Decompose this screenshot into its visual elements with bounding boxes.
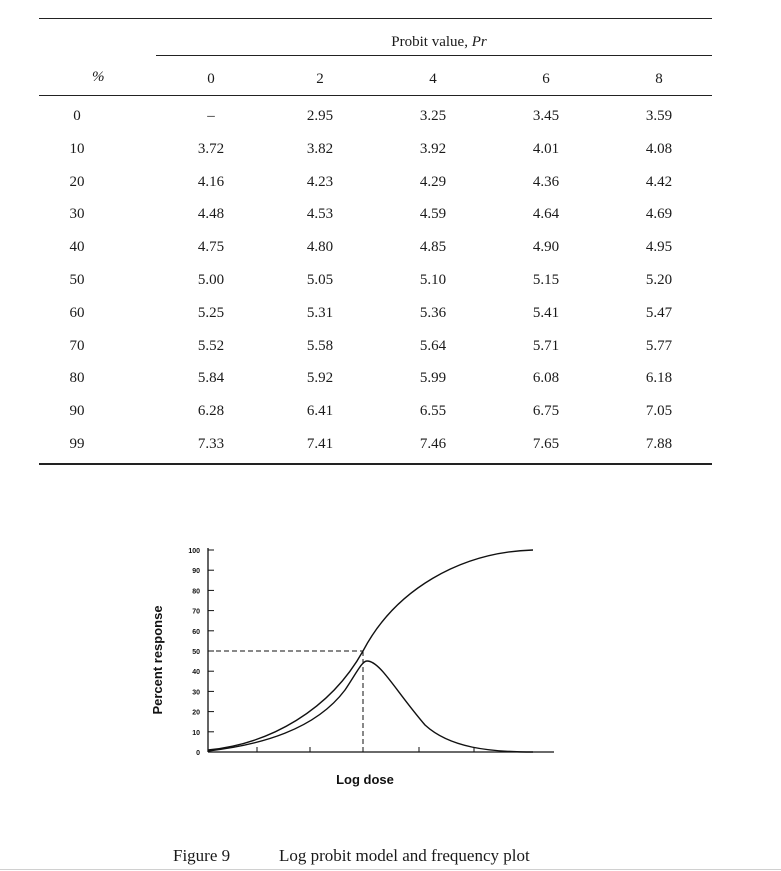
percent-header: % bbox=[92, 69, 105, 85]
table-cell: 5.71 bbox=[532, 337, 560, 354]
y-tick-label: 90 bbox=[192, 568, 200, 575]
row-percent: 70 bbox=[69, 337, 85, 354]
table-cell: 5.36 bbox=[419, 304, 447, 321]
column-header: 0 bbox=[207, 71, 215, 87]
table-cell: 7.88 bbox=[645, 436, 673, 452]
row-percent: 90 bbox=[69, 403, 85, 420]
y-tick-label: 20 bbox=[192, 710, 200, 717]
table-cell: 5.58 bbox=[306, 337, 334, 354]
column-header: 6 bbox=[542, 71, 550, 87]
row-percent: 99 bbox=[69, 436, 85, 452]
table-cell: 4.75 bbox=[197, 239, 225, 256]
table-bottom-rule bbox=[39, 463, 712, 465]
table-cell: 6.75 bbox=[532, 403, 560, 420]
y-tick-label: 80 bbox=[192, 588, 200, 595]
column-header: 2 bbox=[316, 71, 324, 87]
table-cell: 5.52 bbox=[197, 337, 225, 354]
table-cell: 4.08 bbox=[645, 140, 673, 157]
table-cell: 4.64 bbox=[532, 206, 560, 223]
header-bottom-rule bbox=[39, 95, 712, 96]
table-cell: 5.41 bbox=[532, 304, 560, 321]
row-percent: 0 bbox=[73, 108, 81, 124]
row-percent: 40 bbox=[69, 239, 85, 256]
y-tick-label: 30 bbox=[192, 689, 200, 696]
super-header-rule bbox=[156, 55, 712, 56]
table-cell: 4.80 bbox=[306, 239, 334, 256]
table-cell: 4.36 bbox=[532, 173, 560, 190]
figure-caption: Log probit model and frequency plot bbox=[279, 846, 530, 865]
table-cell: 6.55 bbox=[419, 403, 447, 420]
table-cell: – bbox=[207, 108, 215, 124]
y-tick-label: 40 bbox=[192, 669, 200, 676]
x-axis-label: Log dose bbox=[336, 772, 394, 787]
table-cell: 5.20 bbox=[645, 272, 673, 288]
table-cell: 7.65 bbox=[532, 436, 560, 452]
table-cell: 4.95 bbox=[645, 239, 673, 256]
table-cell: 6.18 bbox=[645, 370, 673, 387]
table-cell: 7.46 bbox=[419, 436, 447, 452]
table-cell: 5.31 bbox=[306, 304, 334, 321]
table-cell: 4.85 bbox=[419, 239, 447, 256]
table-cell: 5.99 bbox=[419, 370, 447, 387]
table-cell: 6.28 bbox=[197, 403, 225, 420]
table-cell: 3.25 bbox=[419, 108, 447, 124]
table-cell: 5.84 bbox=[197, 370, 225, 387]
table-cell: 3.82 bbox=[306, 140, 334, 157]
probit-table: Probit value, Pr % 0 2 4 6 8 0 – 2.95 3.25 3.45 3… bbox=[39, 18, 712, 470]
table-cell: 5.92 bbox=[306, 370, 334, 387]
table-cell: 5.25 bbox=[197, 304, 225, 321]
table-cell: 3.72 bbox=[197, 140, 225, 157]
y-tick-label: 0 bbox=[196, 750, 200, 757]
table-cell: 5.64 bbox=[419, 337, 447, 354]
page-bottom-divider bbox=[0, 869, 781, 870]
table-cell: 4.16 bbox=[197, 173, 225, 190]
row-percent: 10 bbox=[69, 140, 85, 157]
table-cell: 4.69 bbox=[645, 206, 673, 223]
y-tick-label: 60 bbox=[192, 629, 200, 636]
frequency-curve bbox=[207, 660, 534, 753]
table-cell: 3.45 bbox=[532, 108, 560, 124]
probit-super-header: Probit value, Pr bbox=[391, 34, 487, 50]
table-cell: 2.95 bbox=[306, 108, 334, 124]
table-cell: 7.05 bbox=[645, 403, 673, 420]
table-cell: 4.48 bbox=[197, 206, 225, 223]
y-axis-label: Percent response bbox=[150, 605, 165, 714]
y-tick-label: 70 bbox=[192, 609, 200, 616]
table-cell: 6.41 bbox=[306, 403, 334, 420]
table-cell: 5.00 bbox=[197, 272, 225, 288]
log-probit-figure: Percent response 0 10 20 30 40 50 60 70 80 90 100 … bbox=[140, 530, 580, 800]
table-cell: 5.47 bbox=[645, 304, 673, 321]
row-percent: 50 bbox=[69, 272, 85, 288]
cumulative-response-curve bbox=[207, 549, 534, 751]
table-cell: 5.05 bbox=[306, 272, 334, 288]
column-header: 4 bbox=[429, 71, 437, 87]
table-cell: 3.59 bbox=[645, 108, 673, 124]
table-cell: 5.77 bbox=[645, 337, 673, 354]
row-percent: 60 bbox=[69, 304, 85, 321]
table-cell: 3.92 bbox=[419, 140, 447, 157]
table-cell: 4.90 bbox=[532, 239, 560, 256]
table-cell: 4.23 bbox=[306, 173, 334, 190]
row-percent: 80 bbox=[69, 370, 85, 387]
table-top-rule bbox=[39, 18, 712, 19]
row-percent: 20 bbox=[69, 173, 85, 190]
table-cell: 4.59 bbox=[419, 206, 447, 223]
table-cell: 7.41 bbox=[306, 436, 334, 452]
y-tick-label: 10 bbox=[192, 730, 200, 737]
table-cell: 4.42 bbox=[645, 173, 673, 190]
figure-number: Figure 9 bbox=[173, 846, 231, 865]
table-cell: 4.53 bbox=[306, 206, 334, 223]
y-tick-label: 50 bbox=[192, 649, 200, 656]
table-cell: 6.08 bbox=[532, 370, 560, 387]
table-cell: 4.29 bbox=[419, 173, 447, 190]
table-cell: 5.15 bbox=[532, 272, 560, 288]
y-tick-label: 100 bbox=[188, 548, 200, 555]
column-header: 8 bbox=[655, 71, 663, 87]
table-cell: 7.33 bbox=[197, 436, 225, 452]
table-cell: 5.10 bbox=[419, 272, 447, 288]
table-cell: 4.01 bbox=[532, 140, 560, 157]
log-probit-plot: Percent response 0102030405060708090100 … bbox=[150, 548, 554, 787]
row-percent: 30 bbox=[69, 206, 85, 223]
